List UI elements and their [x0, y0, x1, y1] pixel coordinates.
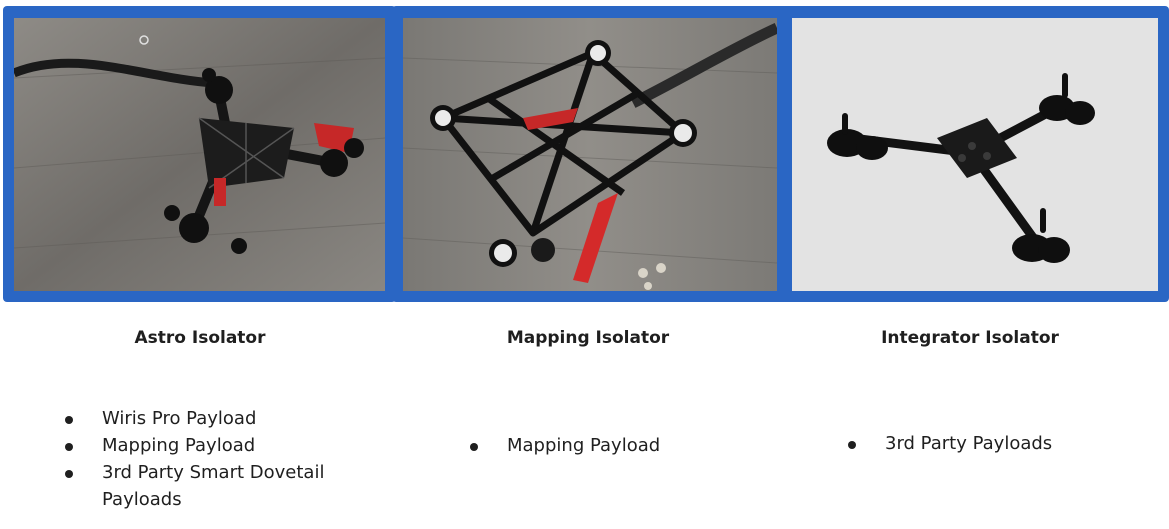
integrator-isolator-photo [792, 18, 1158, 291]
list-item: Wiris Pro Payload [60, 405, 400, 432]
mapping-isolator-photo [403, 18, 777, 291]
mapping-isolator-payload-list: Mapping Payload [465, 432, 765, 459]
integrator-isolator-payload-list: 3rd Party Payloads [843, 430, 1143, 457]
integrator-isolator-image-frame [781, 6, 1169, 302]
astro-isolator-photo [14, 18, 385, 291]
mapping-isolator-image-frame [392, 6, 788, 302]
list-item: Mapping Payload [60, 432, 400, 459]
list-item: 3rd Party Smart Dovetail Payloads [60, 459, 400, 513]
astro-isolator-title: Astro Isolator [134, 328, 266, 348]
list-item: 3rd Party Payloads [843, 430, 1143, 457]
list-item: Mapping Payload [465, 432, 765, 459]
mapping-isolator-title: Mapping Isolator [506, 328, 670, 348]
astro-isolator-payload-list: Wiris Pro Payload Mapping Payload 3rd Pa… [60, 405, 400, 513]
astro-isolator-image-frame [3, 6, 396, 302]
integrator-isolator-title: Integrator Isolator [881, 328, 1059, 348]
